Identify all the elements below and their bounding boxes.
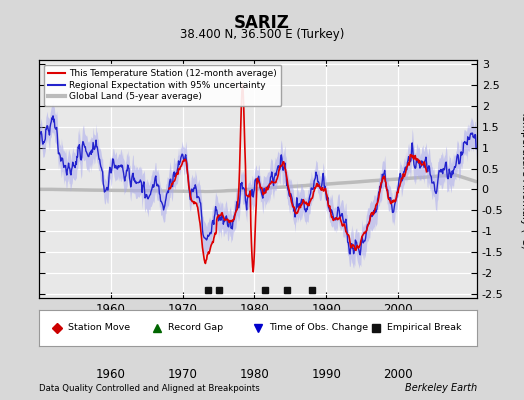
Text: Record Gap: Record Gap [168, 324, 224, 332]
Y-axis label: Temperature Anomaly (°C): Temperature Anomaly (°C) [520, 110, 524, 248]
Text: Berkeley Earth: Berkeley Earth [405, 383, 477, 393]
Text: Empirical Break: Empirical Break [387, 324, 462, 332]
Text: 1990: 1990 [311, 368, 341, 381]
Text: SARIZ: SARIZ [234, 14, 290, 32]
Text: 1960: 1960 [96, 368, 126, 381]
Text: 1980: 1980 [239, 368, 269, 381]
Text: Data Quality Controlled and Aligned at Breakpoints: Data Quality Controlled and Aligned at B… [39, 384, 260, 393]
Text: 38.400 N, 36.500 E (Turkey): 38.400 N, 36.500 E (Turkey) [180, 28, 344, 41]
Text: Station Move: Station Move [68, 324, 130, 332]
Text: 1970: 1970 [168, 368, 198, 381]
Legend: This Temperature Station (12-month average), Regional Expectation with 95% uncer: This Temperature Station (12-month avera… [44, 64, 281, 106]
Text: 2000: 2000 [383, 368, 413, 381]
Text: Time of Obs. Change: Time of Obs. Change [269, 324, 368, 332]
